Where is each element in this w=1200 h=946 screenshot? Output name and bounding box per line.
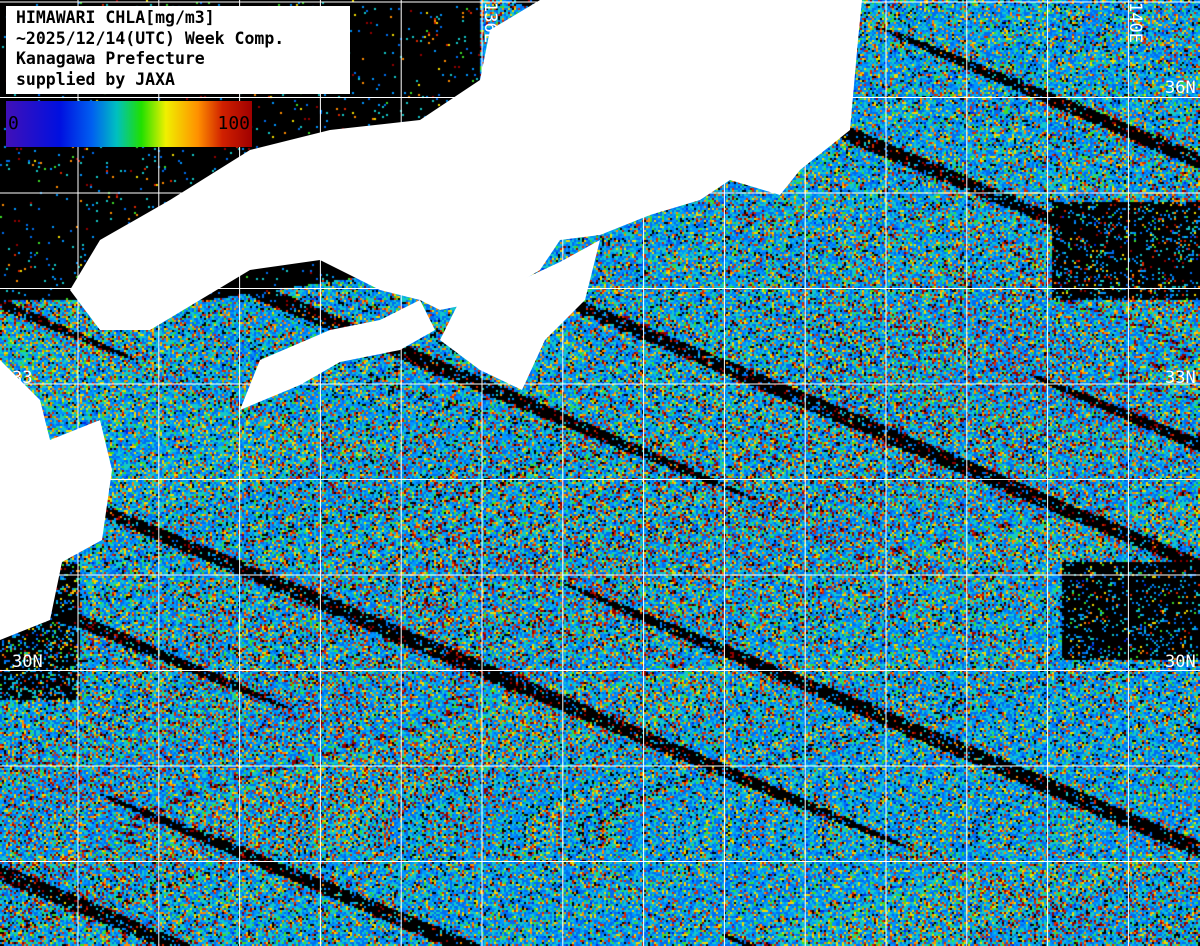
- scale-max-label: 100: [217, 113, 250, 134]
- color-scale-bar: 0 100: [6, 101, 252, 147]
- lon-label-136e: 136E: [480, 2, 500, 43]
- land-mask: [0, 0, 862, 640]
- lat-label-36n: 36N: [1165, 78, 1196, 98]
- land-honshu: [70, 0, 862, 330]
- lat-label-33-left: 33: [12, 368, 33, 388]
- lon-label-140e: 140E: [1125, 2, 1145, 43]
- supplier-line: supplied by JAXA: [16, 69, 175, 89]
- lat-label-30n-left: 30N: [12, 652, 43, 672]
- lat-label-33n: 33N: [1165, 368, 1196, 388]
- scale-min-label: 0: [8, 113, 19, 134]
- land-shikoku: [240, 300, 435, 410]
- date-line: ~2025/12/14(UTC) Week Comp.: [16, 28, 285, 48]
- land-kyushu: [0, 360, 112, 640]
- title-box: HIMAWARI CHLA[mg/m3] ~2025/12/14(UTC) We…: [6, 6, 350, 94]
- agency-line: Kanagawa Prefecture: [16, 49, 205, 68]
- title-line: HIMAWARI CHLA[mg/m3]: [16, 8, 215, 27]
- land-kii: [440, 240, 600, 390]
- lat-label-30n-right: 30N: [1165, 652, 1196, 672]
